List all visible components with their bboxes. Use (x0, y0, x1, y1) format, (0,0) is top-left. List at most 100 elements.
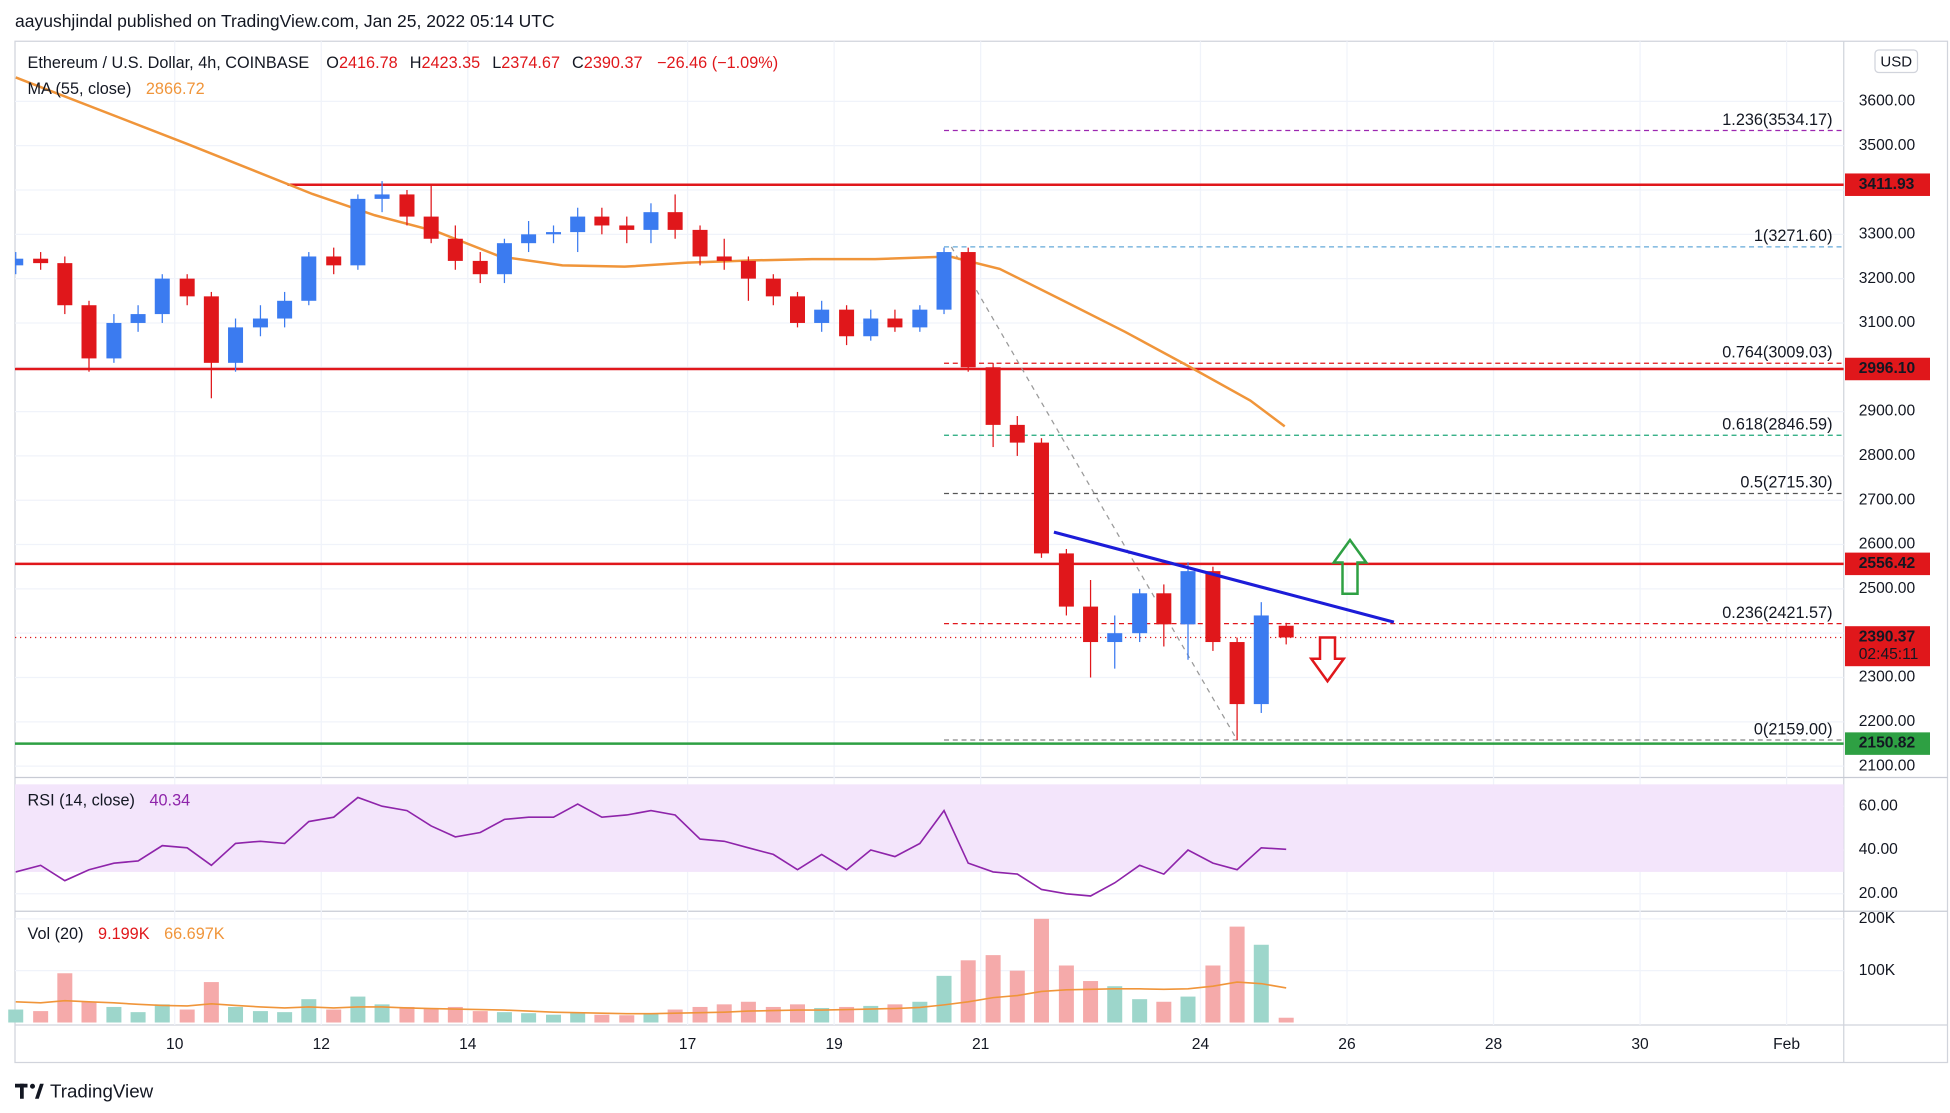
x-tick-label: 10 (166, 1036, 184, 1053)
candle-body (81, 305, 97, 359)
y-tick-label: 3100.00 (1859, 314, 1916, 331)
candle-body (423, 216, 439, 239)
volume-bar (374, 1004, 390, 1023)
ohlc-letter: O (326, 54, 339, 72)
candle-body (985, 367, 1001, 425)
candle-body (106, 322, 122, 359)
currency: USD (1880, 53, 1912, 70)
rsi-legend: RSI (14, close) 40.34 (28, 792, 191, 810)
volume-bar (789, 1004, 805, 1023)
candle-body (667, 212, 683, 230)
candle-body (960, 252, 976, 368)
volume-bar (619, 1015, 635, 1023)
volume-tick-label: 100K (1859, 962, 1896, 979)
currency-box (1874, 49, 1919, 74)
volume-bar (667, 1009, 683, 1023)
volume-legend: Vol (20) 9.199K 66.697K (28, 925, 225, 943)
volume-bar (521, 1013, 537, 1023)
x-tick-label: 30 (1631, 1036, 1649, 1053)
candle-body (277, 300, 293, 319)
candle-body (179, 278, 195, 297)
level-price-box (1845, 732, 1930, 755)
volume-bar (496, 1012, 512, 1023)
volume-bar (399, 1006, 415, 1023)
candle-body (374, 194, 390, 199)
x-tick-label: 28 (1485, 1036, 1502, 1053)
volume-bar (1278, 1017, 1294, 1023)
volume-bar (154, 1004, 170, 1023)
x-tick-label: 24 (1192, 1036, 1210, 1053)
candle-body (912, 309, 928, 328)
volume-bar (57, 973, 73, 1023)
candle-body (228, 327, 244, 363)
volume-ma-value: 66.697K (164, 925, 225, 943)
fib-label: 0.764(3009.03) (1722, 344, 1832, 362)
down-arrow (1308, 636, 1347, 684)
volume-bar (570, 1012, 586, 1023)
countdown: 02:45:11 (1859, 646, 1919, 663)
volume-bar (960, 960, 976, 1023)
volume-bar (985, 955, 1001, 1023)
candle-body (1083, 606, 1099, 643)
candle-body (716, 256, 732, 261)
candle-body (252, 318, 268, 328)
candle-body (326, 256, 342, 266)
candle-body (1278, 625, 1294, 638)
ma-value: 2866.72 (146, 80, 205, 98)
ohlc-value: 2374.67 (501, 54, 560, 72)
volume-bar (936, 975, 952, 1023)
rsi-tick-label: 60.00 (1859, 797, 1898, 814)
volume-name: Vol (20) (28, 925, 84, 943)
volume-bar (814, 1007, 830, 1023)
volume-bar (81, 1001, 97, 1023)
y-tick-label: 2900.00 (1859, 403, 1916, 420)
volume-bar (1009, 970, 1025, 1023)
candle-body (130, 314, 146, 323)
volume-panel (8, 918, 1294, 1023)
logo-text: TradingView (50, 1080, 154, 1101)
candle-body (789, 296, 805, 323)
candle-body (643, 212, 659, 230)
candle-body (399, 194, 415, 217)
volume-tick-label: 200K (1859, 910, 1896, 927)
last-price-box (1845, 626, 1930, 667)
volume-bar (1058, 965, 1074, 1023)
candle-body (1180, 571, 1196, 625)
y-tick-label: 2700.00 (1859, 491, 1916, 508)
candle-body (521, 234, 537, 244)
y-tick-label: 2600.00 (1859, 536, 1916, 553)
level-price-box (1845, 552, 1930, 576)
rsi-line (15, 796, 1287, 897)
candle-body (1058, 553, 1074, 607)
candle-body (496, 243, 512, 275)
volume-bar (33, 1011, 49, 1023)
candle-body (472, 260, 488, 275)
x-tick-label: 19 (825, 1036, 842, 1053)
level-price-label: 2556.42 (1859, 555, 1916, 572)
legend: Ethereum / U.S. Dollar, 4h, COINBASE O24… (28, 54, 779, 72)
y-tick-label: 2500.00 (1859, 580, 1916, 597)
volume-bar (1205, 965, 1221, 1023)
candle-body (570, 216, 586, 233)
volume-bar (252, 1011, 268, 1023)
candle-body (1033, 442, 1049, 554)
candle-body (447, 238, 463, 261)
candle-body (839, 309, 855, 337)
fib-label: 1(3271.60) (1754, 227, 1833, 245)
volume-bar (887, 1004, 903, 1023)
volume-bar (716, 1004, 732, 1023)
volume-bar (1180, 996, 1196, 1023)
level-price-label: 2996.10 (1859, 360, 1916, 377)
volume-bar (277, 1012, 293, 1023)
price-panel: 1.236(3534.17) 1(3271.60) 0.764(3009.03) 0.… (15, 76, 1844, 745)
volume-bar (546, 1014, 562, 1023)
volume-bar (692, 1006, 708, 1023)
volume-bar (106, 1006, 122, 1023)
ohlc-value: 2390.37 (584, 54, 643, 72)
volume-bar (765, 1006, 781, 1023)
candle-body (1009, 424, 1025, 443)
volume-bar (863, 1005, 879, 1023)
fib-label: 1.236(3534.17) (1722, 111, 1832, 129)
